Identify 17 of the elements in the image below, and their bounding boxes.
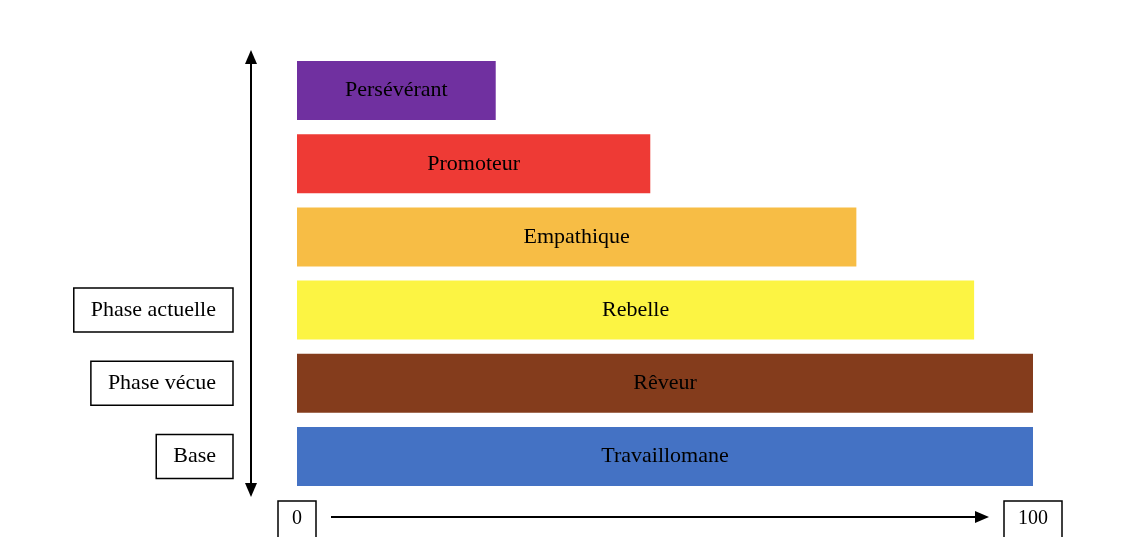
y-tick-label: Promoteur: [427, 149, 521, 175]
bar: [297, 134, 651, 194]
bar: [297, 207, 857, 267]
bar: [297, 353, 1033, 413]
x-tick-label: 100: [1018, 506, 1048, 529]
y-tick-label: Empathique: [523, 222, 630, 248]
y-tick-label: Persévérant: [345, 76, 448, 102]
bar: [297, 426, 1033, 486]
x-tick-label: 0: [292, 506, 302, 529]
text: Base: [173, 442, 216, 468]
bar: [297, 61, 496, 121]
y-tick-label: Rebelle: [601, 295, 670, 321]
text: Phase actuelle: [90, 295, 217, 321]
bar: [297, 280, 975, 340]
y-tick-label: Rêveur: [633, 369, 698, 395]
text: Phase vécue: [107, 369, 216, 395]
y-tick-label: Travaillomane: [601, 442, 729, 468]
